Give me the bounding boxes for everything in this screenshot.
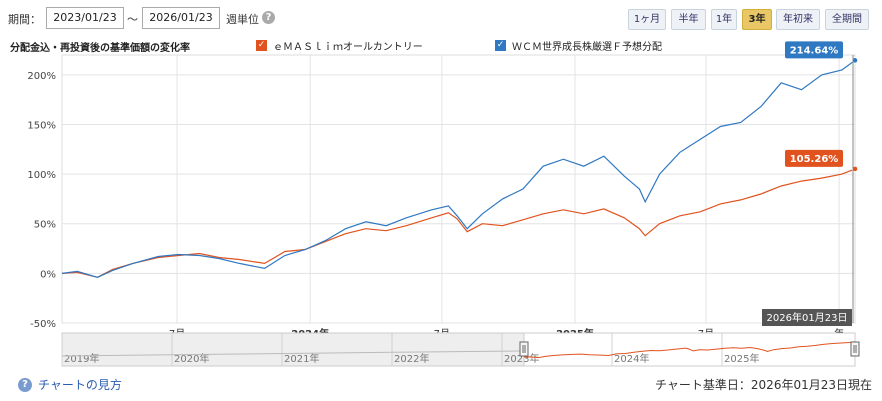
- navigator-year-label: 2019年: [64, 352, 99, 365]
- chart-base-date: チャート基準日：2026年01月23日現在: [655, 378, 872, 392]
- checkbox-icon[interactable]: ✓: [256, 40, 267, 51]
- navigator-year-label: 2021年: [284, 352, 319, 365]
- help-icon: ?: [18, 377, 32, 392]
- navigator-year-label: 2020年: [174, 352, 209, 365]
- range-button-5[interactable]: 全期間: [825, 9, 869, 30]
- navigator-year-label: 2022年: [394, 352, 429, 365]
- navigator-year-label: 2024年: [614, 352, 649, 365]
- range-button-2[interactable]: 1年: [711, 9, 737, 30]
- hover-date-label: 2026年01月23日: [767, 311, 848, 324]
- unit-label: 週単位: [226, 13, 259, 26]
- legend-item-emaxis[interactable]: ✓ ｅＭＡＳｌｉｍオールカントリー: [256, 38, 423, 53]
- series-line-0[interactable]: [61, 168, 856, 278]
- series-end-label-0: 105.26%: [790, 154, 839, 165]
- range-button-1[interactable]: 半年: [671, 9, 706, 30]
- date-range-separator: ～: [127, 13, 138, 26]
- series-end-label-box-0: [785, 149, 843, 167]
- series-line-1[interactable]: [61, 59, 856, 278]
- y-tick-label: 50%: [34, 220, 56, 231]
- plot-area: [61, 54, 856, 324]
- legend-label: ＷＣＭ世界成長株厳選Ｆ予想分配: [512, 42, 662, 53]
- navigator-year-label: 2025年: [724, 352, 759, 365]
- end-date-input[interactable]: 2026/01/23: [142, 7, 220, 29]
- legend-label: ｅＭＡＳｌｉｍオールカントリー: [273, 42, 423, 53]
- navigator-right-handle[interactable]: [850, 341, 860, 357]
- navigator-history-line: [61, 350, 525, 357]
- range-button-3[interactable]: 3年: [742, 9, 772, 30]
- hover-date-box: [762, 309, 852, 326]
- y-tick-label: 150%: [27, 120, 56, 131]
- navigator-series-line: [523, 341, 856, 359]
- y-tick-label: -50%: [30, 319, 56, 330]
- chart-help-link[interactable]: ? チャートの見方: [18, 376, 122, 393]
- period-label: 期間：: [8, 13, 41, 26]
- range-button-4[interactable]: 年初来: [776, 9, 820, 30]
- series-end-point-0[interactable]: [851, 165, 859, 173]
- navigator-year-label: 2023年: [504, 352, 539, 365]
- navigator-left-handle[interactable]: [519, 341, 529, 357]
- line-chart[interactable]: -50%0%50%100%150%200%7月2024年7月2025年7月年10…: [0, 0, 882, 370]
- series-end-label-box-1: [785, 41, 843, 59]
- checkbox-icon[interactable]: ✓: [495, 40, 506, 51]
- range-button-0[interactable]: 1ヶ月: [628, 9, 666, 30]
- y-tick-label: 0%: [40, 269, 56, 280]
- chart-heading: 分配金込・再投資後の基準価額の変化率: [10, 43, 190, 54]
- y-tick-label: 100%: [27, 170, 56, 181]
- y-tick-label: 200%: [27, 71, 56, 82]
- series-end-label-1: 214.64%: [790, 45, 839, 56]
- chart-help-link-label[interactable]: チャートの見方: [38, 378, 122, 392]
- help-icon[interactable]: ?: [262, 11, 275, 24]
- start-date-input[interactable]: 2023/01/23: [46, 7, 124, 29]
- series-end-point-1[interactable]: [851, 57, 859, 64]
- legend-item-wcm[interactable]: ✓ ＷＣＭ世界成長株厳選Ｆ予想分配: [495, 38, 662, 53]
